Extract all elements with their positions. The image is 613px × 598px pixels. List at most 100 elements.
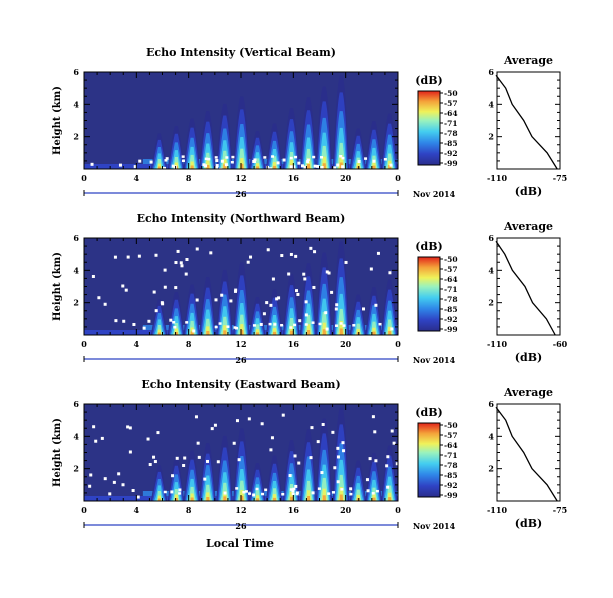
- missing-data-speckles: [91, 246, 394, 333]
- missing-data-cell: [246, 260, 250, 264]
- echo-plume: [255, 166, 261, 169]
- echo-plume: [354, 494, 362, 501]
- average-y-tick-label: 4: [488, 99, 494, 109]
- missing-data-cell: [88, 484, 92, 488]
- missing-data-cell: [295, 289, 299, 293]
- echo-plume: [221, 491, 229, 501]
- missing-data-cell: [335, 324, 339, 327]
- missing-data-cell: [271, 155, 275, 158]
- colorbar: (dB)-50-57-64-71-78-85-92-99: [415, 240, 457, 334]
- x-tick-label: 4: [134, 505, 140, 515]
- missing-data-cell: [229, 299, 233, 303]
- echo-plume: [320, 322, 328, 335]
- y-axis-label: Height (km): [52, 252, 63, 321]
- missing-data-cell: [390, 429, 394, 433]
- missing-data-cell: [282, 158, 286, 162]
- missing-data-cell: [163, 166, 167, 170]
- date-day-label: 26: [235, 189, 247, 199]
- colorbar-tick-label: -78: [444, 461, 458, 470]
- average-y-tick-label: 2: [488, 464, 494, 474]
- missing-data-cell: [230, 160, 234, 164]
- missing-data-cell: [327, 492, 331, 495]
- missing-data-cell: [121, 284, 125, 288]
- colorbar-tick-label: -85: [444, 305, 458, 314]
- colorbar-tick-label: -50: [444, 421, 458, 430]
- colorbar-unit: (dB): [415, 74, 442, 87]
- missing-data-cell: [124, 288, 128, 292]
- echo-plume: [204, 326, 212, 335]
- missing-data-cell: [333, 166, 337, 170]
- echo-plume: [321, 329, 328, 335]
- panel-title: Echo Intensity (Northward Beam): [137, 212, 346, 225]
- missing-data-cell: [163, 490, 167, 494]
- y-tick-label: 6: [73, 233, 79, 243]
- missing-data-cell: [288, 474, 292, 478]
- colorbar-tick-label: -99: [444, 491, 458, 500]
- missing-data-cell: [365, 478, 369, 482]
- missing-data-cell: [138, 159, 142, 163]
- colorbar: (dB)-50-57-64-71-78-85-92-99: [415, 74, 457, 168]
- average-title: Average: [503, 54, 553, 67]
- missing-data-cell: [268, 322, 272, 326]
- echo-plume: [320, 156, 328, 169]
- echo-plume: [254, 163, 262, 169]
- colorbar-tick-label: -99: [444, 325, 458, 334]
- colorbar: (dB)-50-57-64-71-78-85-92-99: [415, 406, 457, 500]
- echo-plume: [172, 494, 181, 501]
- missing-data-cell: [165, 157, 169, 160]
- x-tick-label: 0: [395, 505, 401, 515]
- missing-data-cell: [126, 255, 130, 259]
- missing-data-cell: [295, 491, 299, 494]
- echo-plume: [306, 495, 312, 501]
- missing-data-cell: [247, 417, 251, 421]
- missing-data-cell: [320, 166, 324, 170]
- missing-data-cell: [292, 165, 296, 169]
- missing-data-cell: [293, 168, 297, 172]
- missing-data-cell: [156, 431, 160, 435]
- echo-plume: [272, 497, 278, 501]
- missing-data-cell: [281, 413, 285, 417]
- missing-data-cell: [148, 463, 152, 467]
- missing-data-cell: [152, 290, 156, 294]
- missing-data-cell: [100, 436, 104, 440]
- average-x-tick-label: -110: [487, 173, 507, 183]
- missing-data-cell: [352, 324, 356, 327]
- echo-plume: [306, 329, 312, 335]
- missing-data-cell: [312, 285, 316, 289]
- missing-data-cell: [153, 460, 157, 464]
- echo-plumes: [84, 407, 398, 501]
- missing-data-cell: [146, 437, 150, 441]
- missing-data-cell: [316, 164, 320, 168]
- missing-data-cell: [224, 163, 228, 167]
- x-tick-label: 16: [288, 173, 300, 183]
- x-tick-label: 8: [186, 173, 192, 183]
- missing-data-cell: [163, 285, 167, 289]
- missing-data-cell: [185, 257, 189, 261]
- missing-data-cell: [170, 490, 174, 494]
- average-xlabel: (dB): [515, 351, 542, 364]
- missing-data-cell: [342, 324, 346, 327]
- colorbar-tick-label: -57: [444, 99, 458, 108]
- y-tick-label: 6: [73, 67, 79, 77]
- echo-plume: [255, 498, 261, 501]
- echo-plume: [386, 326, 394, 335]
- missing-data-cell: [327, 271, 331, 275]
- missing-data-cell: [316, 440, 320, 444]
- missing-data-cell: [287, 272, 291, 276]
- missing-data-cell: [331, 491, 335, 494]
- y-tick-label: 2: [73, 132, 79, 142]
- missing-data-cell: [375, 489, 379, 493]
- missing-data-cell: [235, 419, 239, 423]
- missing-data-cell: [244, 490, 248, 493]
- missing-data-cell: [297, 161, 301, 165]
- echo-plume: [155, 163, 164, 169]
- average-frame: [496, 71, 561, 170]
- x-tick-label: 0: [395, 173, 401, 183]
- missing-data-cell: [92, 425, 96, 429]
- missing-data-cell: [289, 252, 293, 256]
- missing-data-cell: [333, 466, 337, 470]
- missing-data-cell: [179, 261, 183, 265]
- echo-plume: [338, 494, 345, 501]
- x-tick-label: 8: [186, 339, 192, 349]
- average-y-tick-label: 2: [488, 132, 494, 142]
